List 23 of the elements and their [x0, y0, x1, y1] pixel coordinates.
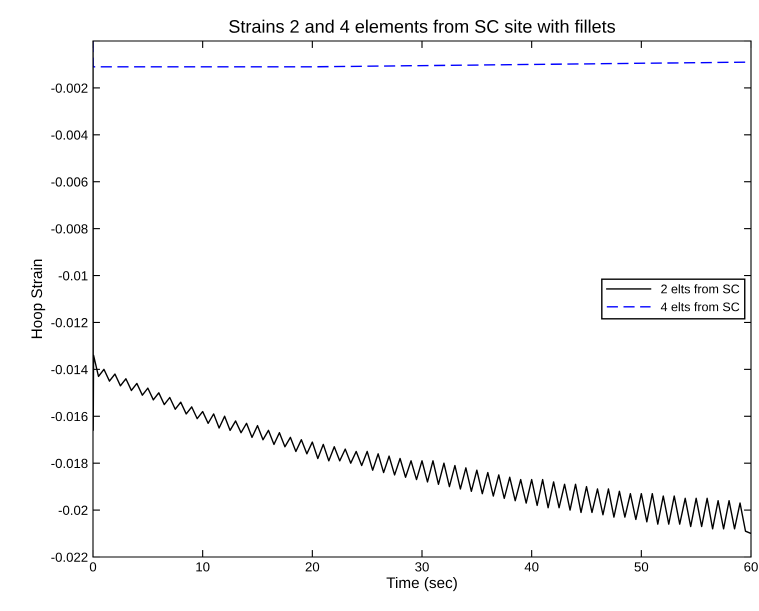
y-tick-label: -0.012	[51, 318, 88, 328]
y-tick-label: -0.018	[51, 458, 88, 468]
y-tick-label: -0.002	[51, 83, 88, 93]
y-tick-label: -0.022	[51, 552, 88, 562]
y-tick-label: -0.016	[51, 412, 88, 422]
x-axis-title: Time (sec)	[386, 576, 457, 592]
y-axis-title: Hoop Strain	[30, 260, 46, 338]
x-tick-label: 20	[306, 562, 320, 572]
y-tick-label: -0.02	[58, 506, 88, 515]
legend-label: 2 elts from SC	[661, 284, 740, 294]
x-tick-label: 40	[524, 562, 538, 572]
y-tick-label: -0.008	[51, 224, 88, 234]
legend-label: 4 elts from SC	[660, 302, 740, 312]
chart-title: Strains 2 and 4 elements from SC site with fillets	[229, 20, 616, 33]
x-tick-label: 60	[744, 562, 758, 572]
x-tick-label: 10	[196, 562, 210, 572]
y-tick-label: -0.006	[51, 177, 88, 187]
x-tick-label: 0	[90, 562, 96, 572]
y-tick-label: -0.01	[58, 271, 88, 280]
y-tick-label: -0.004	[51, 130, 88, 140]
x-tick-label: 30	[415, 562, 429, 572]
y-tick-label: -0.014	[51, 364, 88, 374]
x-tick-label: 50	[634, 562, 648, 572]
